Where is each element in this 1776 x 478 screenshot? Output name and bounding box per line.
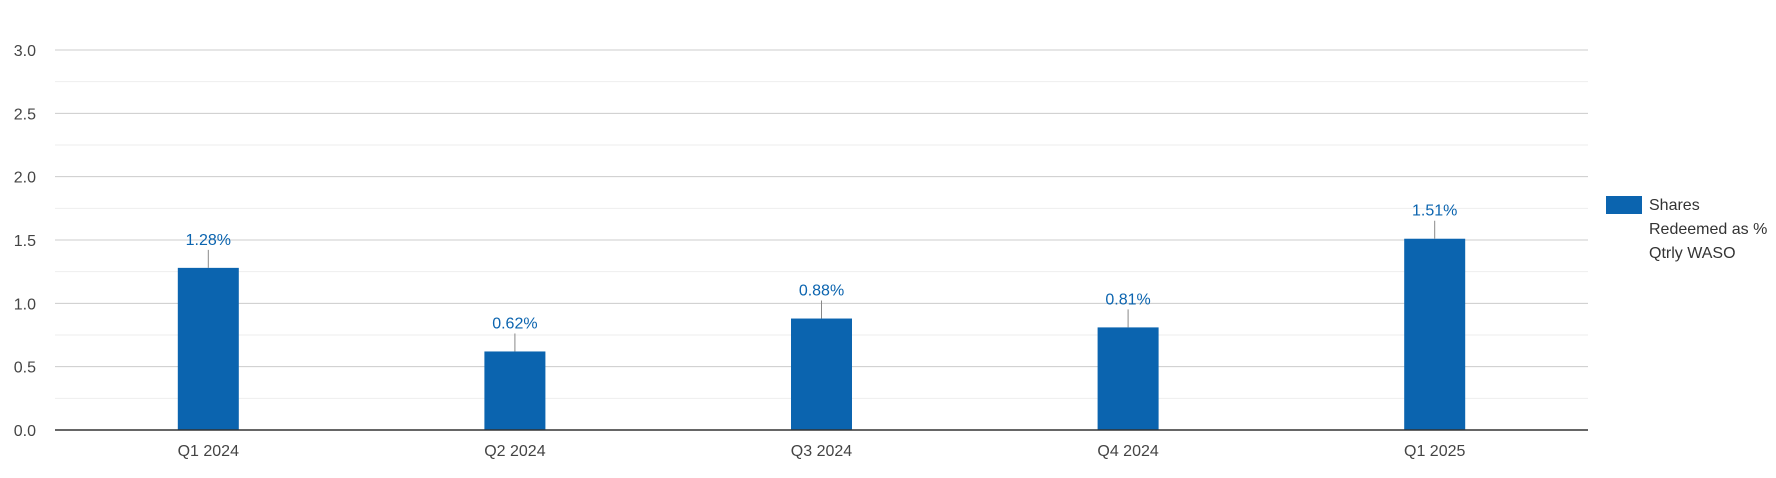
y-tick-label: 2.0 xyxy=(14,170,36,187)
y-axis-tick-labels: 0.0 0.5 1.0 1.5 2.0 2.5 3.0 xyxy=(14,43,36,440)
data-label: 1.28% xyxy=(186,232,231,249)
data-label: 0.81% xyxy=(1105,291,1150,308)
x-tick-label: Q4 2024 xyxy=(1097,443,1158,460)
data-label: 1.51% xyxy=(1412,203,1457,220)
bar xyxy=(177,267,239,430)
x-tick-label: Q1 2024 xyxy=(178,443,239,460)
bar xyxy=(1404,238,1466,430)
bars xyxy=(177,238,1466,430)
bar xyxy=(484,351,546,430)
legend-label: Shares Redeemed as % Qtrly WASO xyxy=(1649,197,1768,262)
data-label: 0.62% xyxy=(492,315,537,332)
grid-lines xyxy=(55,49,1588,399)
legend-swatch xyxy=(1606,196,1642,214)
x-axis-tick-labels: Q1 2024 Q2 2024 Q3 2024 Q4 2024 Q1 2025 xyxy=(178,443,1466,460)
data-label: 0.88% xyxy=(799,283,844,300)
y-tick-label: 1.5 xyxy=(14,233,36,250)
data-labels: 1.28% 0.62% 0.88% 0.81% 1.51% xyxy=(186,203,1457,352)
y-tick-label: 2.5 xyxy=(14,106,36,123)
x-tick-label: Q2 2024 xyxy=(484,443,545,460)
bar xyxy=(1097,327,1159,430)
y-tick-label: 3.0 xyxy=(14,43,36,60)
x-tick-label: Q3 2024 xyxy=(791,443,852,460)
y-tick-label: 0.5 xyxy=(14,360,36,377)
y-tick-label: 0.0 xyxy=(14,423,36,440)
x-tick-label: Q1 2025 xyxy=(1404,443,1465,460)
bar xyxy=(791,318,852,430)
y-tick-label: 1.0 xyxy=(14,296,36,313)
